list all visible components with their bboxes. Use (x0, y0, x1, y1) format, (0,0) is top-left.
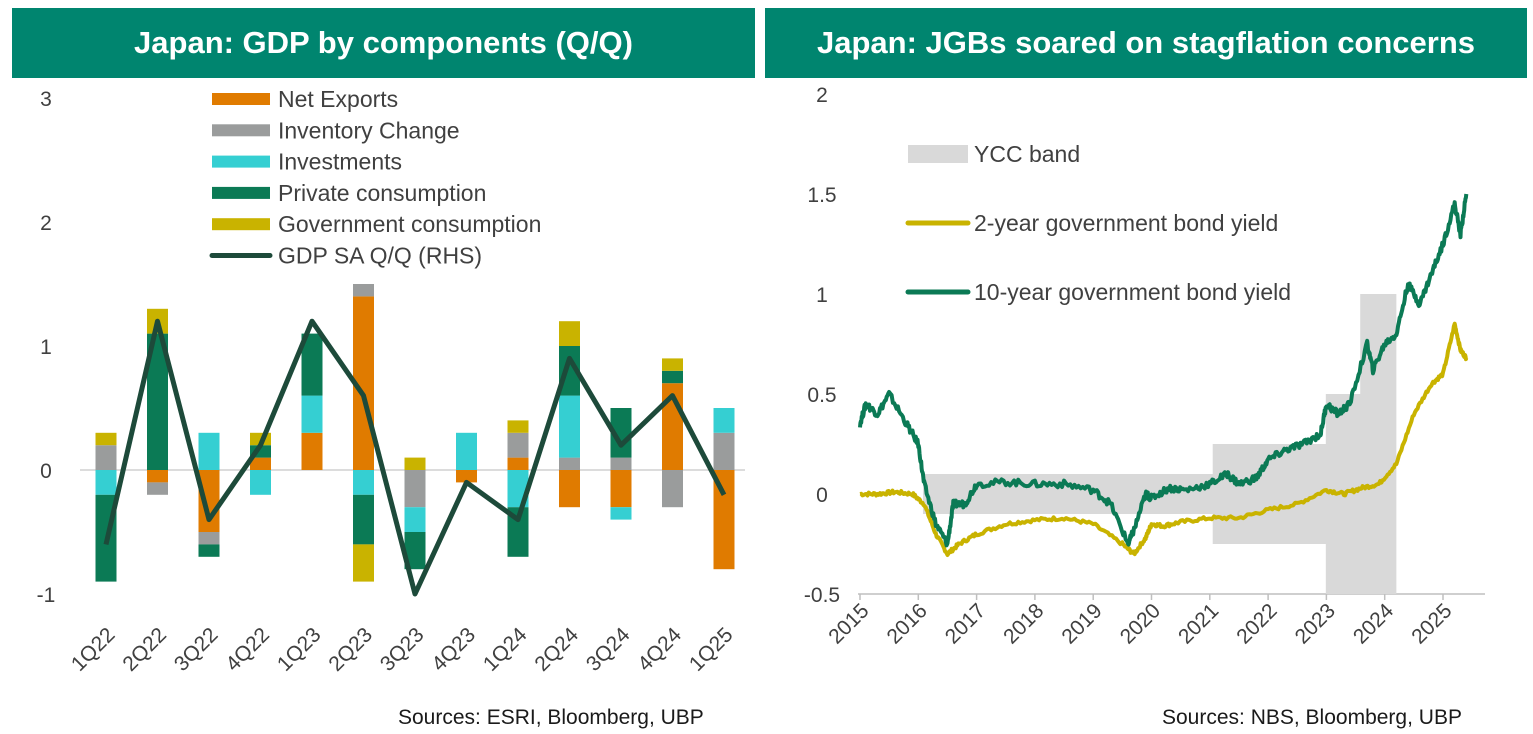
bar-investments-1q23 (301, 395, 323, 433)
y-tick-label: 1.5 (807, 184, 836, 207)
ycc-band (922, 294, 1397, 594)
bar-net-exports-3q22 (198, 470, 220, 532)
right-chart-title: Japan: JGBs soared on stagflation concer… (765, 8, 1527, 78)
bar-private-consumption-1q24 (507, 507, 529, 557)
bar-inventory-change-3q22 (198, 532, 220, 545)
yield-2y-line (859, 321, 1469, 557)
legend-swatch (908, 145, 968, 163)
bar-private-consumption-3q24 (610, 408, 632, 458)
bar-net-exports-2q23 (353, 296, 374, 470)
x-tick-label: 2023 (1291, 599, 1340, 648)
y-tick-label: 2 (816, 84, 828, 107)
bar-investments-3q24 (610, 507, 632, 520)
bar-inventory-change-3q23 (404, 470, 426, 508)
x-tick-label: 2022 (1232, 599, 1281, 648)
bar-inventory-change-1q24 (507, 432, 529, 458)
right-chart-source: Sources: NBS, Bloomberg, UBP (1162, 706, 1462, 729)
y-tick-label: 0 (40, 460, 52, 483)
bar-net-exports-1q23 (301, 432, 323, 470)
bar-net-exports-4q22 (250, 457, 271, 470)
bar-investments-3q23 (404, 507, 426, 532)
bar-investments-2q23 (353, 470, 374, 495)
legend-label: Net Exports (278, 86, 398, 112)
bar-private-consumption-2q23 (353, 494, 374, 545)
x-tick-label: 2021 (1174, 599, 1223, 648)
x-tick-label: 2024 (1349, 599, 1399, 649)
y-tick-label: 0 (816, 484, 828, 507)
y-tick-label: 3 (40, 88, 52, 111)
y-tick-label: 1 (816, 284, 828, 307)
x-tick-label: 2016 (883, 599, 932, 648)
y-tick-label: -0.5 (804, 584, 840, 607)
x-tick-label: 2017 (941, 599, 990, 648)
x-tick-label: 2019 (1057, 599, 1106, 648)
bar-private-consumption-3q23 (404, 532, 426, 570)
yield-10y-line (858, 193, 1469, 548)
bar-private-consumption-2q22 (147, 333, 168, 470)
bar-government-consumption-1q22 (95, 432, 117, 446)
bar-inventory-change-2q23 (353, 284, 374, 297)
left-chart-source: Sources: ESRI, Bloomberg, UBP (398, 706, 704, 729)
legend-swatch (212, 186, 270, 199)
legend-swatch (212, 155, 270, 168)
bar-investments-2q24 (559, 395, 580, 458)
x-tick-label: 2025 (1407, 599, 1456, 648)
bar-net-exports-1q25 (713, 470, 735, 570)
bar-investments-3q22 (198, 432, 220, 470)
legend-label: Inventory Change (278, 117, 460, 143)
bar-inventory-change-1q22 (95, 445, 117, 470)
bar-investments-1q25 (713, 408, 735, 433)
y-tick-label: 1 (40, 336, 52, 359)
legend-label: Private consumption (278, 180, 486, 206)
left-chart-title: Japan: GDP by components (Q/Q) (12, 8, 755, 78)
bar-net-exports-1q24 (507, 457, 529, 470)
bar-inventory-change-1q25 (713, 432, 735, 470)
legend-label: GDP SA Q/Q (RHS) (278, 243, 482, 269)
legend-swatch (212, 218, 270, 231)
legend-label: 10-year government bond yield (974, 279, 1291, 305)
bar-net-exports-4q23 (456, 470, 477, 483)
legend-swatch (212, 124, 270, 137)
bar-investments-4q22 (250, 470, 271, 495)
bar-government-consumption-1q24 (507, 420, 529, 433)
legend-label: 2-year government bond yield (974, 210, 1278, 236)
legend-swatch (212, 93, 270, 105)
bar-private-consumption-4q24 (662, 370, 683, 384)
bar-investments-4q23 (456, 432, 477, 470)
bar-investments-1q22 (95, 470, 117, 495)
gdp-components-chart: 3210-11Q222Q223Q224Q221Q232Q233Q234Q231Q… (37, 86, 745, 676)
legend-label: YCC band (974, 141, 1080, 167)
x-tick-label: 2018 (999, 599, 1048, 648)
legend-label: Government consumption (278, 211, 541, 237)
bar-private-consumption-3q22 (198, 544, 220, 557)
bar-government-consumption-4q24 (662, 358, 683, 371)
bar-inventory-change-3q24 (610, 457, 632, 470)
bar-net-exports-2q24 (559, 470, 580, 508)
y-tick-label: 2 (40, 212, 52, 235)
y-tick-label: 0.5 (807, 384, 836, 407)
gdp-line (103, 318, 727, 597)
bar-government-consumption-3q23 (404, 457, 426, 470)
bar-inventory-change-2q24 (559, 457, 580, 470)
bar-net-exports-2q22 (147, 470, 168, 483)
bar-government-consumption-2q23 (353, 544, 374, 582)
bar-inventory-change-2q22 (147, 482, 168, 495)
y-tick-label: -1 (37, 584, 56, 607)
bar-government-consumption-2q24 (559, 321, 580, 346)
x-tick-label: 2020 (1116, 599, 1165, 648)
bar-inventory-change-4q24 (662, 470, 683, 508)
bar-private-consumption-1q23 (301, 333, 323, 396)
bar-net-exports-3q24 (610, 470, 632, 508)
bar-private-consumption-2q24 (559, 346, 580, 396)
legend-label: Investments (278, 149, 402, 175)
